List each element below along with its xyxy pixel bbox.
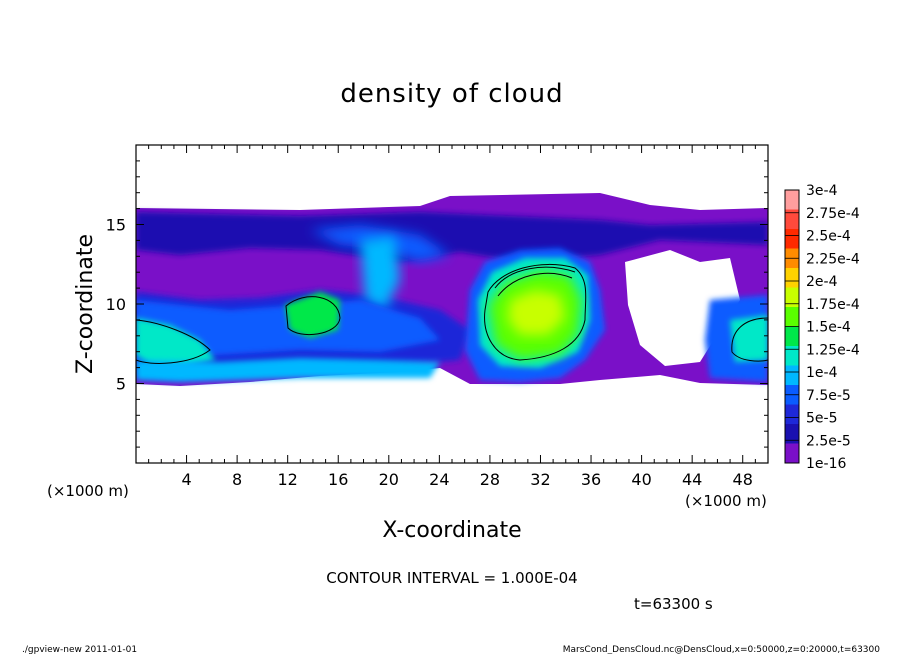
footer-right: MarsCond_DensCloud.nc@DensCloud,x=0:5000…	[563, 645, 880, 654]
chart-title: density of cloud	[340, 79, 563, 109]
colorbar-swatch	[785, 229, 799, 249]
density-field	[136, 193, 768, 386]
y-tick-label: 5	[116, 375, 126, 394]
colorbar: 3e-4 2.75e-4 2.5e-4 2.25e-4 2e-4 1.75e-4 1.5e-…	[784, 183, 860, 472]
x-tick-label: 4	[181, 470, 191, 489]
footer-left: ./gpview-new 2011-01-01	[22, 645, 137, 654]
x-tick-label: 48	[733, 470, 753, 489]
colorbar-label: 1.75e-4	[806, 297, 860, 313]
colorbar-swatch	[785, 209, 799, 230]
colorbar-label: 3e-4	[806, 183, 838, 199]
x-tick-label: 44	[682, 470, 702, 489]
x-unit-right: (×1000 m)	[685, 492, 767, 510]
x-tick-label: 28	[480, 470, 500, 489]
x-tick-label: 8	[232, 470, 242, 489]
x-tick-label: 20	[379, 470, 399, 489]
colorbar-swatch	[785, 268, 799, 288]
y-axis: 5 10 15	[106, 144, 768, 464]
contour-interval-note: CONTOUR INTERVAL = 1.000E-04	[326, 569, 577, 587]
colorbar-label: 2.5e-5	[806, 433, 851, 449]
x-tick-label: 40	[631, 470, 651, 489]
x-axis-label: X-coordinate	[382, 518, 521, 543]
colorbar-swatch	[785, 287, 799, 308]
colorbar-label: 2.25e-4	[806, 251, 860, 267]
colorbar-swatch	[785, 365, 799, 386]
contour-left-green	[285, 296, 341, 336]
x-tick-label: 16	[328, 470, 348, 489]
x-tick-label: 24	[429, 470, 449, 489]
colorbar-swatch	[785, 307, 799, 327]
colorbar-label: 1.25e-4	[806, 342, 860, 358]
colorbar-swatch	[785, 404, 799, 425]
left-bottom-lightblue	[136, 358, 440, 382]
mid-cyan-column	[360, 236, 400, 310]
y-tick-label: 15	[106, 216, 126, 235]
time-label: t=63300 s	[634, 595, 713, 613]
colorbar-swatch	[785, 346, 799, 366]
colorbar-label: 1e-16	[806, 456, 846, 472]
contour-right-edge	[731, 317, 768, 362]
colorbar-label: 2.5e-4	[806, 229, 851, 245]
contour-lines	[136, 263, 768, 364]
x-axis: 4 8 12 16 20 24 28 32 36 40 44 48	[135, 145, 769, 489]
left-mid-band	[136, 300, 440, 360]
contour-left-edge	[136, 319, 211, 364]
colorbar-label: 5e-5	[806, 411, 837, 427]
colorbar-swatch	[785, 190, 799, 210]
x-tick-label: 32	[530, 470, 550, 489]
x-tick-label: 12	[278, 470, 298, 489]
left-cyan-patch	[136, 318, 215, 368]
upper-band	[136, 212, 768, 262]
colorbar-swatch	[785, 424, 799, 444]
contour-core-inner-1	[494, 266, 576, 289]
right-cyan	[730, 315, 768, 362]
y-axis-label: Z-coordinate	[73, 234, 98, 374]
colorbar-label: 7.5e-5	[806, 388, 851, 404]
x-tick-label: 36	[581, 470, 601, 489]
x-unit-left: (×1000 m)	[47, 482, 129, 500]
colorbar-swatch	[785, 326, 799, 347]
colorbar-label: 2e-4	[806, 274, 838, 290]
colorbar-label: 1.5e-4	[806, 320, 851, 336]
contour-core	[484, 263, 587, 361]
colorbar-label: 1e-4	[806, 365, 838, 381]
colorbar-swatch	[785, 443, 799, 464]
contour-core-inner-2	[497, 272, 573, 297]
y-tick-label: 10	[106, 295, 126, 314]
left-green-patch	[285, 292, 340, 338]
core-yellowgreen	[508, 290, 565, 335]
colorbar-label: 2.75e-4	[806, 206, 860, 222]
